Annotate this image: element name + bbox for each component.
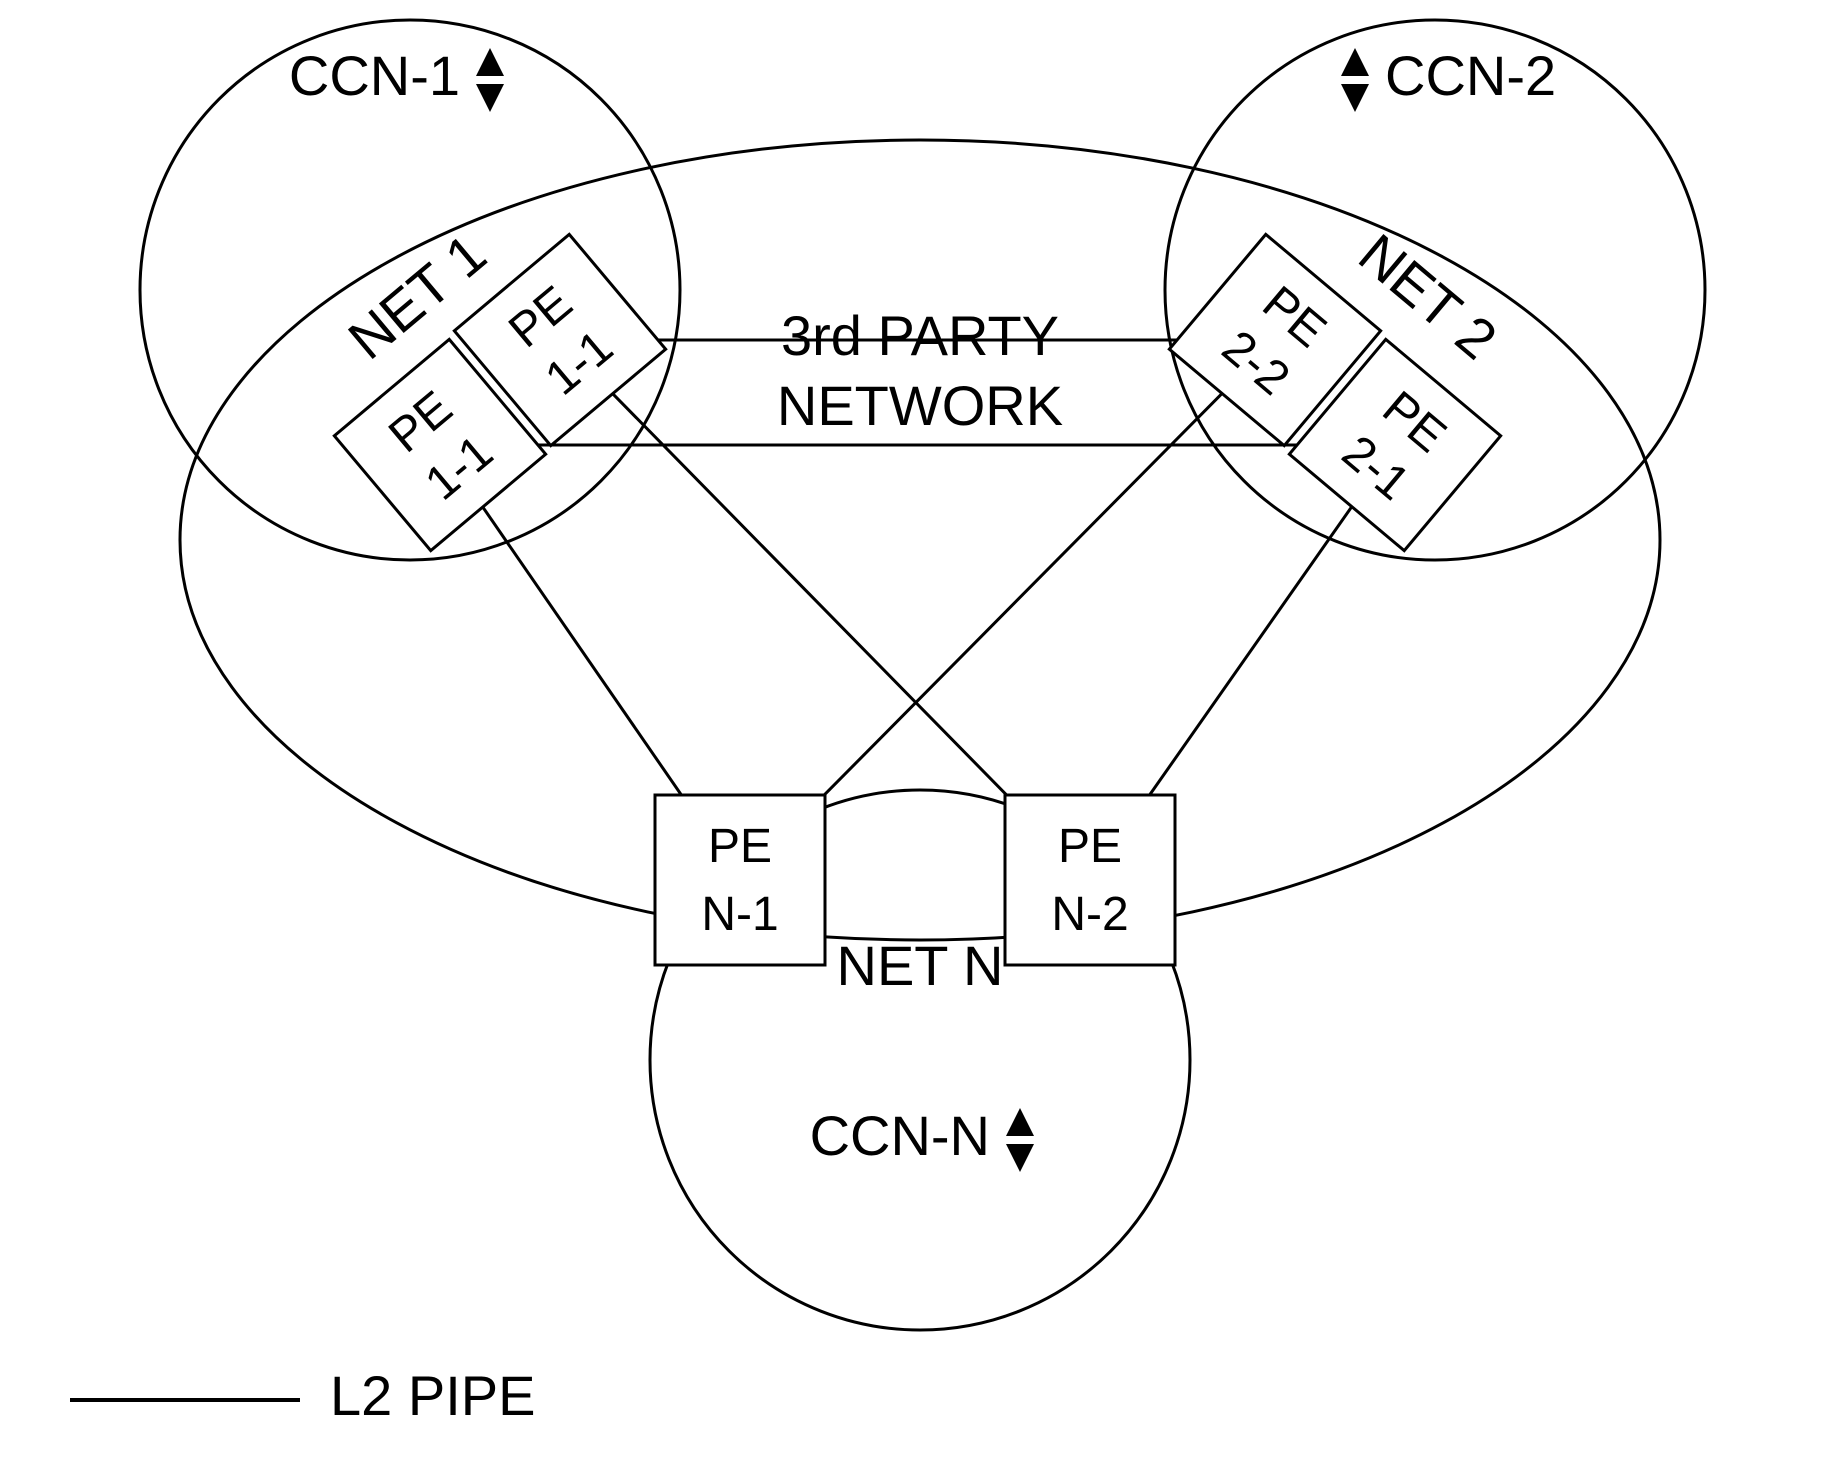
- pe-label: N-2: [1051, 888, 1128, 941]
- net-label: NET N: [837, 934, 1004, 997]
- ccn-label: CCN-N: [810, 1104, 990, 1167]
- ccn-label: CCN-1: [289, 44, 460, 107]
- pe-label: N-1: [701, 888, 778, 941]
- svg-text:NETWORK: NETWORK: [777, 374, 1063, 437]
- pe-box-pe_N_2: PE N-2: [1005, 795, 1175, 965]
- network-diagram: 3rd PARTYNETWORKPE1-1PE1-1PE2-2PE2-1PEN-…: [0, 0, 1842, 1460]
- legend-label: L2 PIPE: [330, 1364, 535, 1427]
- pe-label: PE: [1058, 820, 1122, 873]
- pe-box-pe_N_1: PE N-1: [655, 795, 825, 965]
- ccn-label: CCN-2: [1385, 44, 1556, 107]
- svg-text:3rd PARTY: 3rd PARTY: [781, 304, 1059, 367]
- pe-label: PE: [708, 820, 772, 873]
